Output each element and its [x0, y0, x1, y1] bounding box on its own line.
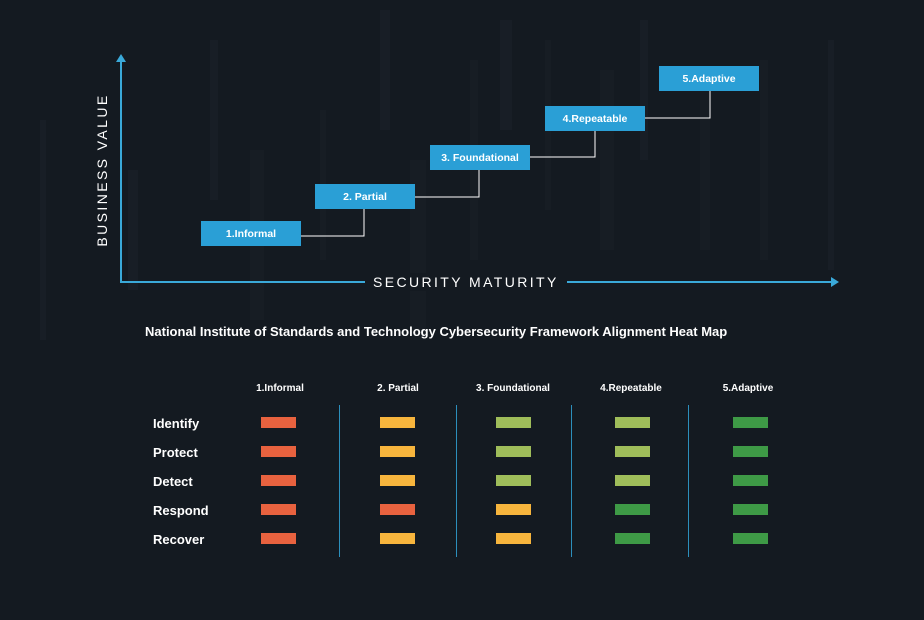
- column-header-adaptive: 5.Adaptive: [722, 383, 774, 394]
- y-axis-line: [120, 60, 122, 282]
- row-label-respond: Respond: [153, 503, 209, 518]
- heatmap-cell: [380, 446, 415, 457]
- column-divider: [339, 405, 340, 557]
- heatmap-cell: [615, 446, 650, 457]
- row-label-recover: Recover: [153, 532, 205, 547]
- x-axis-arrow-icon: [831, 277, 839, 287]
- heatmap-cell: [496, 504, 531, 515]
- y-axis-arrow-icon: [116, 54, 126, 62]
- heatmap-cell: [733, 533, 768, 544]
- heatmap-cell: [380, 475, 415, 486]
- heatmap-title: National Institute of Standards and Tech…: [145, 324, 728, 339]
- heatmap-cell: [496, 475, 531, 486]
- column-header-foundational: 3. Foundational: [476, 383, 550, 394]
- stage-adaptive: 5.Adaptive: [659, 66, 759, 91]
- column-header-informal: 1.Informal: [256, 383, 304, 394]
- heatmap-cell: [496, 417, 531, 428]
- column-header-partial: 2. Partial: [377, 383, 419, 394]
- heatmap-cell: [733, 475, 768, 486]
- heatmap-cell: [615, 533, 650, 544]
- column-divider: [456, 405, 457, 557]
- column-divider: [571, 405, 572, 557]
- heatmap-cell: [380, 417, 415, 428]
- heatmap-cell: [261, 533, 296, 544]
- heatmap-cell: [733, 504, 768, 515]
- row-label-identify: Identify: [153, 416, 200, 431]
- heatmap-cell: [496, 533, 531, 544]
- row-label-protect: Protect: [153, 445, 198, 460]
- stage-repeatable: 4.Repeatable: [545, 106, 645, 131]
- column-divider: [688, 405, 689, 557]
- heatmap-cell: [380, 504, 415, 515]
- stage-partial: 2. Partial: [315, 184, 415, 209]
- heatmap-cell: [733, 417, 768, 428]
- heatmap-cell: [496, 446, 531, 457]
- heatmap-cell: [380, 533, 415, 544]
- row-label-detect: Detect: [153, 474, 193, 489]
- heatmap-cell: [615, 475, 650, 486]
- heatmap-cell: [261, 504, 296, 515]
- heatmap-cell: [261, 417, 296, 428]
- stage-informal: 1.Informal: [201, 221, 301, 246]
- column-header-repeatable: 4.Repeatable: [600, 383, 662, 394]
- y-axis-label: BUSINESS VALUE: [94, 93, 110, 247]
- heatmap-cell: [261, 446, 296, 457]
- heatmap-cell: [615, 504, 650, 515]
- heatmap-cell: [261, 475, 296, 486]
- stage-foundational: 3. Foundational: [430, 145, 530, 170]
- heatmap-cell: [615, 417, 650, 428]
- heatmap-cell: [733, 446, 768, 457]
- x-axis-label: SECURITY MATURITY: [365, 273, 567, 291]
